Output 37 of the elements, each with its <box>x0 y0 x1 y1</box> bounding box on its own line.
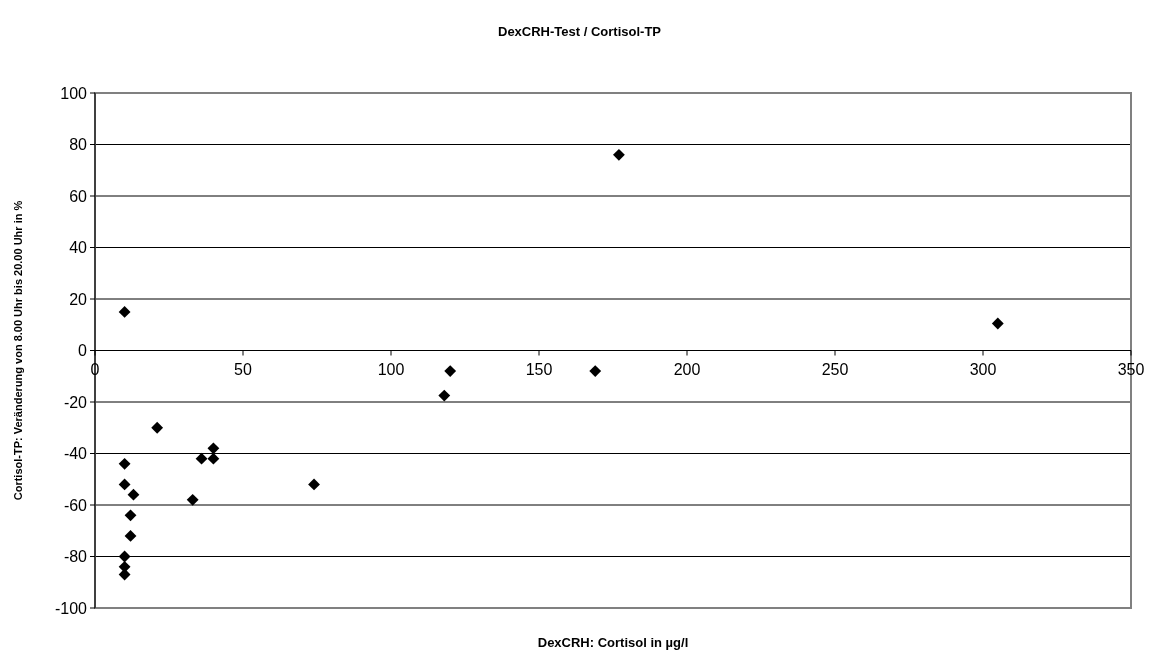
point <box>589 365 602 378</box>
y-tick-label: 40 <box>69 239 88 257</box>
point <box>118 457 131 470</box>
y-axis-title: Cortisol-TP: Veränderung von 8.00 Uhr bis 20.00 Uhr in % <box>12 200 24 501</box>
point <box>308 478 320 491</box>
point <box>118 478 131 491</box>
point <box>127 488 140 501</box>
point <box>186 493 199 506</box>
point <box>195 452 208 465</box>
y-tick-label: -40 <box>63 445 88 463</box>
point <box>444 365 457 378</box>
x-axis-title: DexCRH: Cortisol in µg/l <box>537 635 689 650</box>
y-tick-label: 80 <box>69 136 88 154</box>
x-tick-label: 250 <box>821 360 849 378</box>
y-tick-label: -20 <box>63 393 88 411</box>
x-tick-label: 150 <box>525 360 553 378</box>
x-tick-label: 50 <box>234 360 252 378</box>
y-tick-label: 0 <box>78 342 88 360</box>
y-tick-label: 60 <box>69 187 88 205</box>
x-tick-label: 200 <box>673 360 701 378</box>
x-tick-label: 300 <box>969 360 997 378</box>
point <box>991 317 1004 330</box>
point <box>613 148 625 161</box>
y-tick-label: -100 <box>54 599 88 617</box>
point <box>151 421 164 434</box>
point <box>438 389 451 402</box>
y-tick-label: 100 <box>60 84 88 102</box>
y-tick-label: 20 <box>69 290 88 308</box>
point <box>124 509 137 522</box>
point <box>124 529 137 542</box>
chart-title: DexCRH-Test / Cortisol-TP <box>498 24 662 39</box>
point <box>118 550 131 563</box>
y-tick-label: -60 <box>63 496 88 514</box>
x-tick-label: 100 <box>377 360 405 378</box>
y-tick-label: -80 <box>63 548 88 566</box>
x-tick-label: 350 <box>1117 360 1145 378</box>
point <box>118 305 131 318</box>
